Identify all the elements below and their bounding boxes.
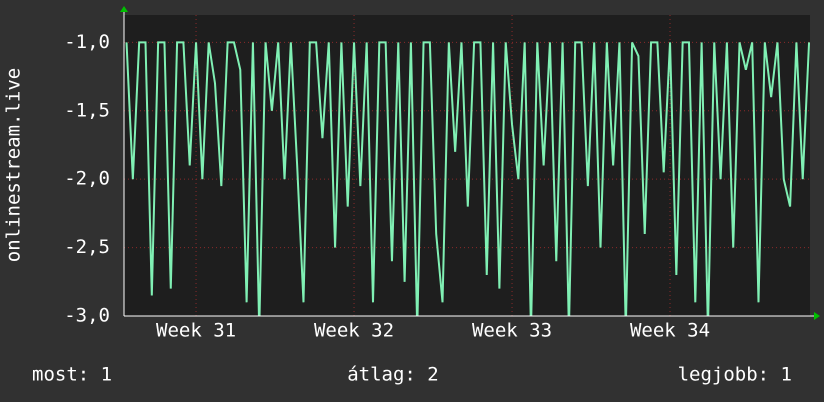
- x-tick-label: Week 32: [314, 320, 394, 342]
- x-tick-label: Week 33: [472, 320, 552, 342]
- footer-average: átlag: 2: [347, 364, 439, 386]
- x-tick-label: Week 34: [630, 320, 710, 342]
- y-tick-label: -3,0: [64, 305, 110, 327]
- y-tick-label: -1,0: [64, 31, 110, 53]
- y-axis-label: onlinestream.live: [3, 68, 25, 262]
- x-tick-label: Week 31: [156, 320, 236, 342]
- footer-max: legjobb: 1: [678, 364, 792, 386]
- y-tick-label: -1,5: [64, 99, 110, 121]
- data-line: [125, 41, 810, 316]
- footer-current: most: 1: [32, 364, 112, 386]
- y-tick-label: -2,0: [64, 168, 110, 190]
- y-arrow: [120, 6, 128, 12]
- y-tick-label: -2,5: [64, 236, 110, 258]
- x-arrow: [814, 312, 820, 320]
